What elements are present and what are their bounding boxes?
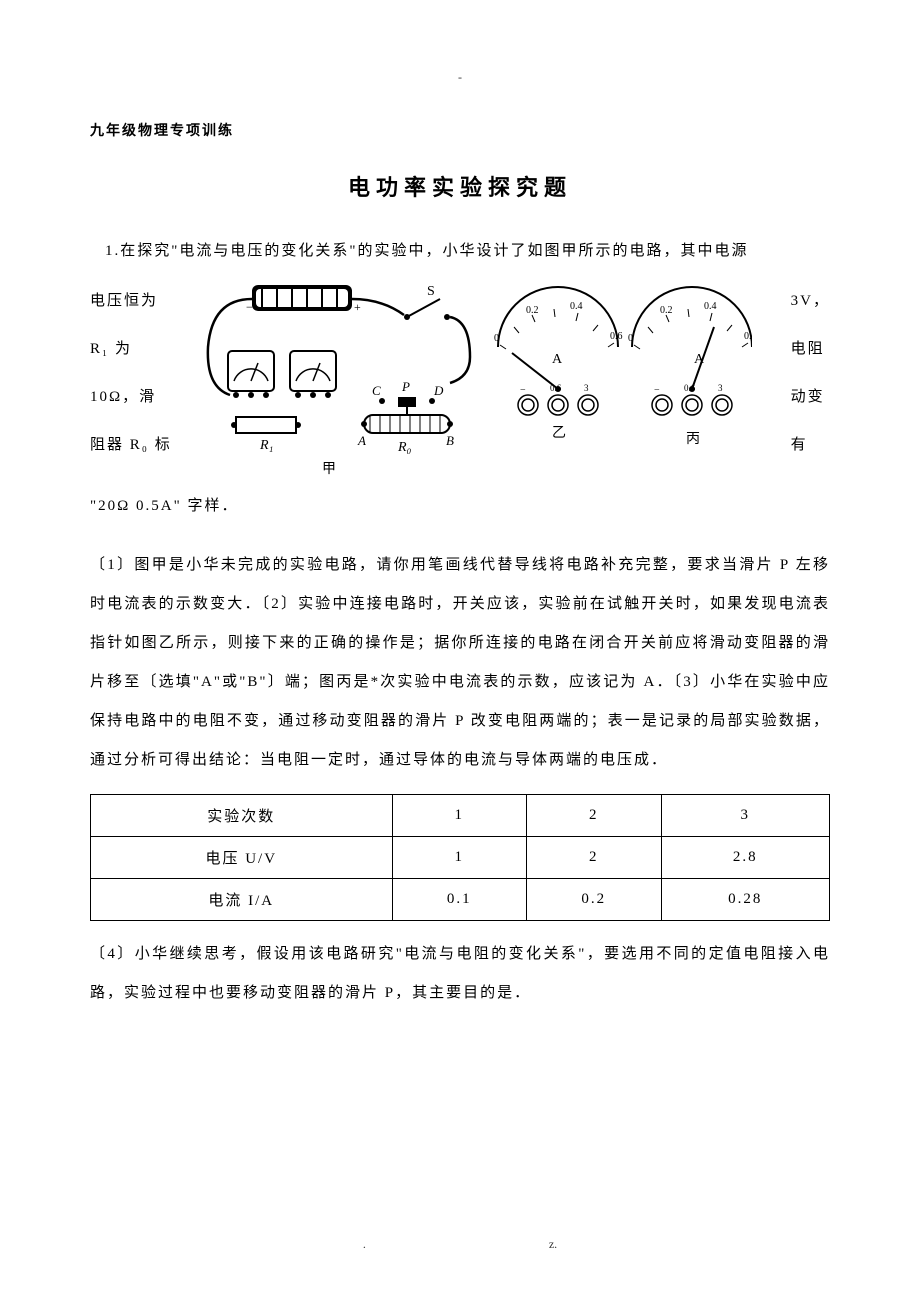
label-D: D bbox=[433, 383, 444, 398]
wrap-l-1: R₁ 为 bbox=[90, 325, 172, 373]
yi-term06: 0.6 bbox=[550, 383, 562, 393]
label-jia: 甲 bbox=[322, 462, 336, 477]
page-title: 电功率实验探究题 bbox=[90, 170, 830, 202]
rheostat-icon: C P D A B R₀ bbox=[357, 379, 454, 455]
top-mark: - bbox=[458, 70, 462, 85]
switch-icon: S bbox=[404, 284, 450, 320]
after-wrap-line: "20Ω 0.5A" 字样． bbox=[90, 487, 830, 526]
th-0: 实验次数 bbox=[91, 795, 393, 837]
yi-t2: 0.4 bbox=[570, 301, 583, 312]
q1-intro: 1.在探究"电流与电压的变化关系"的实验中，小华设计了如图甲所示的电路，其中电源 bbox=[90, 232, 830, 271]
label-B: B bbox=[446, 433, 454, 448]
table-row: 电流 I/A 0.1 0.2 0.28 bbox=[91, 879, 830, 921]
label-R1: R₁ bbox=[259, 438, 273, 453]
footer-r: z. bbox=[549, 1237, 557, 1251]
label-S: S bbox=[427, 284, 435, 299]
yi-A: A bbox=[552, 352, 563, 367]
label-P: P bbox=[401, 379, 410, 394]
footer-marks: . z. bbox=[0, 1237, 920, 1252]
td-10: 电流 I/A bbox=[91, 879, 393, 921]
bing-t1: 0.2 bbox=[660, 305, 673, 316]
data-table: 实验次数 1 2 3 电压 U/V 1 2 2.8 电流 I/A 0.1 0.2… bbox=[90, 794, 830, 921]
ammeter-icon bbox=[290, 351, 336, 398]
voltmeter-icon bbox=[228, 351, 274, 398]
section-header: 九年级物理专项训练 bbox=[90, 120, 830, 140]
yi-t0: 0 bbox=[494, 333, 499, 344]
battery-icon: − + bbox=[246, 285, 361, 314]
meter-bing: 0 0.2 0.4 0.6 A − 0.6 3 丙 bbox=[628, 287, 752, 447]
footer-l: . bbox=[363, 1237, 366, 1251]
svg-text:−: − bbox=[520, 385, 526, 396]
wrap-l-2: 10Ω，滑 bbox=[90, 373, 172, 421]
td-00: 电压 U/V bbox=[91, 837, 393, 879]
wrap-right-col: 3V， 电阻 动变 有 bbox=[791, 277, 830, 469]
bing-term3: 3 bbox=[718, 383, 723, 393]
bing-term06: 0.6 bbox=[684, 383, 696, 393]
bing-t2: 0.4 bbox=[704, 301, 717, 312]
label-C: C bbox=[372, 383, 381, 398]
label-bing: 丙 bbox=[686, 432, 700, 447]
td-11: 0.1 bbox=[392, 879, 527, 921]
wrap-r-0: 3V， bbox=[791, 277, 830, 325]
wire-3 bbox=[450, 317, 470, 383]
paragraph-3: 〔4〕小华继续思考，假设用该电路研究"电流与电阻的变化关系"，要选用不同的定值电… bbox=[90, 935, 830, 1013]
label-R0: R₀ bbox=[397, 440, 412, 455]
th-3: 3 bbox=[661, 795, 829, 837]
label-A: A bbox=[357, 433, 366, 448]
yi-t1: 0.2 bbox=[526, 305, 539, 316]
table-row-head: 实验次数 1 2 3 bbox=[91, 795, 830, 837]
th-2: 2 bbox=[527, 795, 662, 837]
wrap-left-col: 电压恒为 R₁ 为 10Ω，滑 阻器 R₀ 标 bbox=[90, 277, 172, 469]
circuit-svg: − + S bbox=[182, 277, 752, 477]
svg-text:−: − bbox=[654, 385, 660, 396]
table-row: 电压 U/V 1 2 2.8 bbox=[91, 837, 830, 879]
wrap-r-1: 电阻 bbox=[791, 325, 830, 373]
resistor-r1-icon: R₁ bbox=[231, 417, 301, 453]
svg-text:−: − bbox=[246, 300, 253, 314]
td-13: 0.28 bbox=[661, 879, 829, 921]
yi-term3: 3 bbox=[584, 383, 589, 393]
bing-t0: 0 bbox=[628, 333, 633, 344]
wrap-r-2: 动变 bbox=[791, 373, 830, 421]
bing-t3: 0.6 bbox=[744, 331, 752, 342]
td-01: 1 bbox=[392, 837, 527, 879]
figure-wrap-row: 电压恒为 R₁ 为 10Ω，滑 阻器 R₀ 标 − + bbox=[90, 277, 830, 477]
circuit-figure: − + S bbox=[182, 277, 752, 477]
wrap-l-3: 阻器 R₀ 标 bbox=[90, 421, 172, 469]
paragraph-2: 〔1〕图甲是小华未完成的实验电路，请你用笔画线代替导线将电路补充完整，要求当滑片… bbox=[90, 546, 830, 780]
td-02: 2 bbox=[527, 837, 662, 879]
meter-yi: 0 0.2 0.4 0.6 A − 0.6 3 bbox=[494, 287, 623, 441]
td-03: 2.8 bbox=[661, 837, 829, 879]
label-yi: 乙 bbox=[552, 425, 566, 441]
svg-text:+: + bbox=[354, 300, 361, 314]
wrap-r-3: 有 bbox=[791, 421, 830, 469]
td-12: 0.2 bbox=[527, 879, 662, 921]
wrap-l-0: 电压恒为 bbox=[90, 277, 172, 325]
yi-t3: 0.6 bbox=[610, 331, 623, 342]
th-1: 1 bbox=[392, 795, 527, 837]
